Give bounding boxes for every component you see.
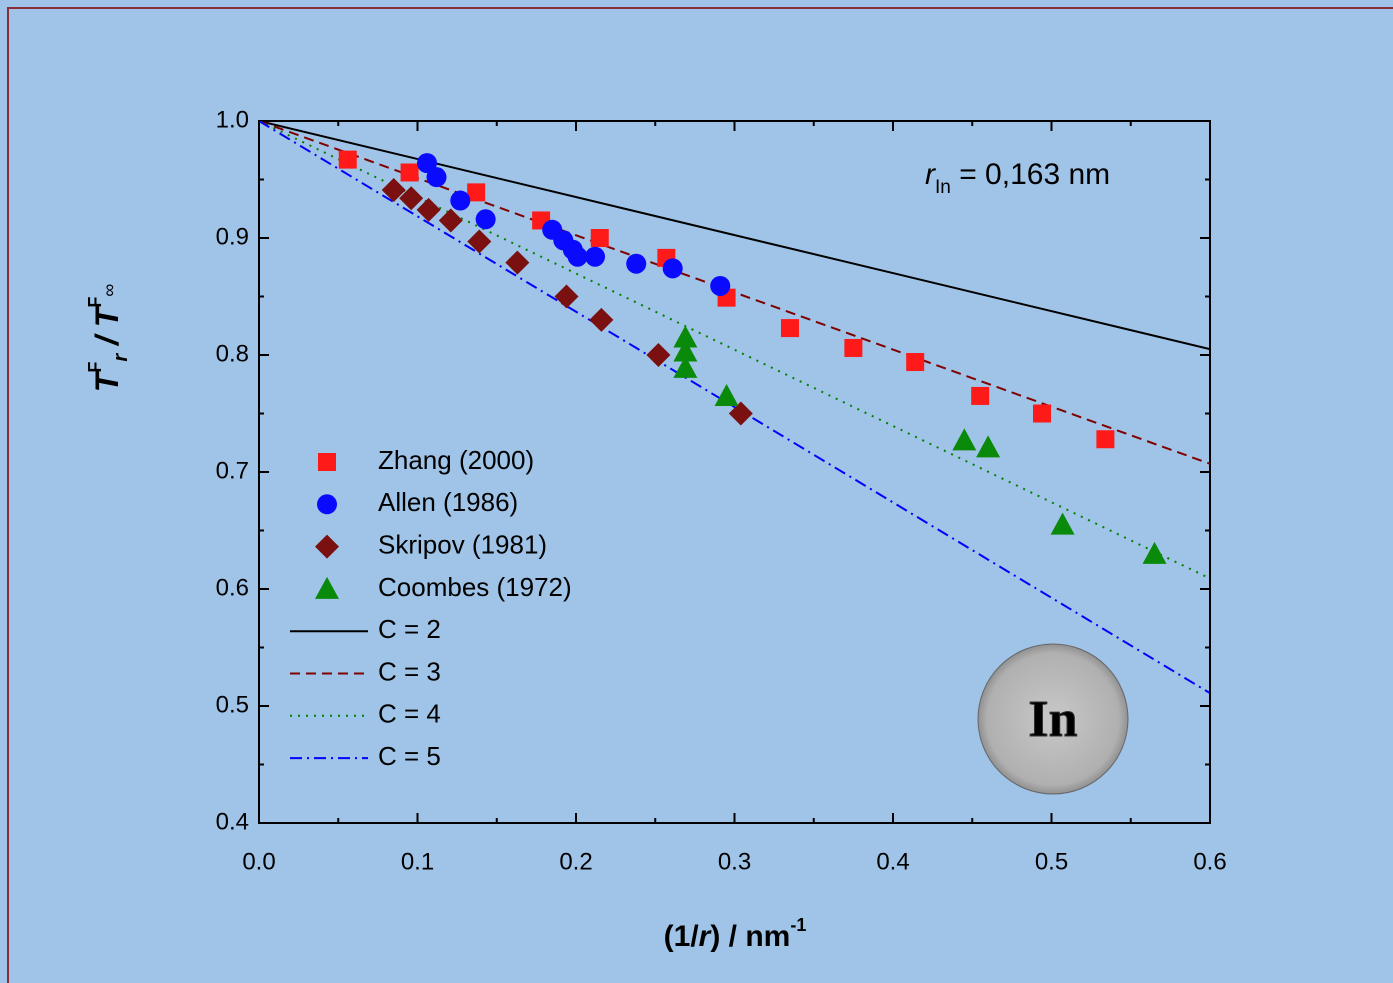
marker-circle [417, 153, 438, 174]
marker-diamond [467, 229, 492, 254]
marker-triangle [1050, 512, 1075, 535]
legend-label: C = 5 [378, 741, 441, 771]
y-tick-label: 0.6 [216, 574, 249, 601]
x-axis-label-part: r [699, 920, 713, 953]
marker-square [318, 453, 336, 471]
x-axis-label-part: -1 [790, 915, 806, 935]
marker-diamond [646, 343, 671, 367]
marker-square [400, 163, 419, 182]
y-tick-label: 0.9 [216, 223, 249, 250]
x-tick-label: 0.5 [1035, 848, 1068, 875]
marker-square [338, 150, 357, 169]
marker-triangle [673, 339, 698, 362]
y-tick-label: 1.0 [216, 106, 249, 133]
x-tick-label: 0.1 [401, 848, 434, 875]
y-axis-label-part: r [110, 353, 132, 362]
y-axis-label-part: ∞ [99, 284, 119, 297]
marker-square [971, 386, 990, 405]
y-tick-label: 0.8 [216, 340, 249, 367]
frame [7, 7, 1393, 983]
inset-label: In [1028, 691, 1077, 748]
marker-diamond [728, 401, 753, 426]
legend-label: Coombes (1972) [378, 572, 572, 602]
marker-circle [710, 275, 731, 296]
marker-square [844, 338, 863, 357]
marker-circle [450, 190, 471, 211]
marker-diamond [381, 178, 406, 203]
marker-square [590, 229, 609, 247]
fit-line [259, 121, 1210, 351]
marker-square [1032, 404, 1051, 423]
legend-label: C = 4 [378, 699, 441, 729]
marker-triangle [976, 435, 1001, 458]
legend-label: Zhang (2000) [378, 445, 534, 475]
y-axis-label: TFr / TF∞ [85, 284, 133, 393]
y-tick-label: 0.5 [216, 691, 249, 718]
y-tick-label: 0.4 [216, 808, 249, 835]
x-tick-label: 0.6 [1193, 848, 1226, 875]
marker-square [467, 183, 486, 202]
x-tick-label: 0.0 [242, 848, 275, 875]
marker-diamond [589, 307, 614, 332]
inset-ball [977, 643, 1129, 795]
marker-diamond [416, 197, 441, 222]
x-axis-label-part: (1/ [664, 920, 700, 953]
marker-square [906, 353, 925, 372]
x-axis-label: (1/r) / nm-1 [664, 915, 807, 953]
marker-square [1096, 430, 1115, 449]
marker-triangle [952, 428, 977, 451]
legend-label: C = 3 [378, 656, 441, 686]
y-axis-label-part: F [85, 362, 105, 373]
y-axis-label-part: F [85, 297, 105, 308]
x-tick-label: 0.2 [559, 848, 592, 875]
fit-line [259, 121, 1210, 694]
marker-circle [585, 246, 606, 267]
y-axis-label-part: T [89, 370, 125, 392]
x-tick-label: 0.4 [876, 848, 909, 875]
marker-circle [475, 209, 496, 230]
marker-triangle [714, 383, 739, 406]
legend-label: C = 2 [378, 614, 441, 644]
marker-circle [626, 253, 647, 274]
marker-triangle [673, 355, 698, 378]
marker-diamond [505, 250, 530, 275]
x-axis-label-part: ) / nm [710, 920, 790, 953]
marker-triangle [673, 325, 698, 348]
marker-diamond [438, 208, 463, 233]
marker-circle [567, 246, 588, 267]
x-tick-label: 0.3 [718, 848, 751, 875]
marker-circle [662, 258, 683, 279]
marker-square [780, 319, 799, 338]
marker-circle [426, 167, 447, 188]
marker-diamond [554, 284, 579, 309]
annotation-part: = 0,163 nm [951, 158, 1110, 191]
annotation-part: r [925, 158, 936, 191]
legend-label: Skripov (1981) [378, 529, 547, 559]
y-tick-label: 0.7 [216, 457, 249, 484]
marker-triangle [1142, 541, 1167, 564]
marker-diamond [315, 534, 339, 559]
marker-triangle [315, 576, 339, 599]
annotation-part: In [935, 177, 951, 198]
legend-label: Allen (1986) [378, 487, 518, 517]
y-axis-label-part: / T [89, 305, 125, 354]
annotation: rIn = 0,163 nm [925, 158, 1110, 198]
marker-diamond [399, 186, 424, 211]
marker-circle [317, 494, 337, 515]
